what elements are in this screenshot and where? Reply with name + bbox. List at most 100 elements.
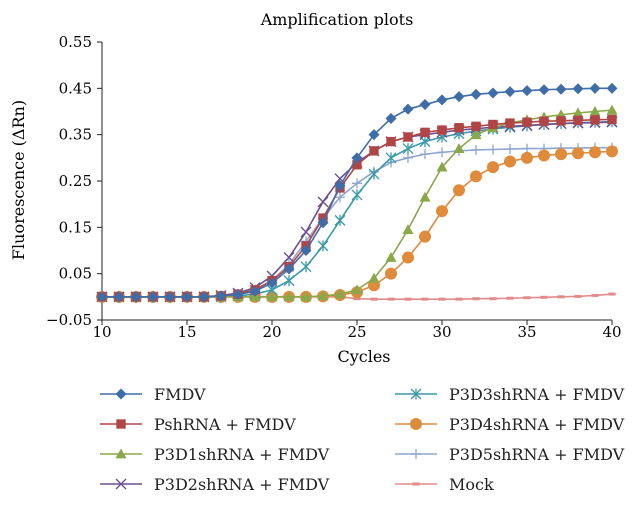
legend-item: P3D5shRNA + FMDV	[393, 442, 624, 466]
data-point	[368, 272, 380, 283]
data-point	[555, 83, 567, 95]
data-point	[487, 161, 499, 174]
data-point	[438, 297, 446, 301]
data-point	[164, 291, 176, 303]
data-point	[419, 191, 431, 202]
legend-item: FMDV	[98, 382, 206, 406]
series-line	[102, 146, 612, 298]
data-point	[283, 291, 295, 302]
series-fmdv	[96, 82, 618, 303]
data-point	[115, 448, 127, 459]
data-point	[607, 114, 617, 125]
data-point	[412, 482, 420, 486]
data-point	[521, 151, 533, 164]
data-point	[283, 263, 295, 275]
data-point	[334, 173, 346, 185]
legend-item: P3D1shRNA + FMDV	[98, 442, 329, 466]
series-p3d2shrna-fmdv	[96, 116, 618, 303]
data-point	[130, 291, 142, 303]
data-point	[437, 147, 447, 158]
chart-title: Amplification plots	[260, 10, 414, 29]
data-point	[489, 297, 497, 301]
data-point	[249, 285, 261, 297]
data-point	[572, 83, 584, 95]
series-line	[102, 118, 613, 298]
data-point	[370, 297, 378, 301]
data-point	[385, 152, 397, 164]
data-point	[232, 289, 244, 301]
data-point	[317, 217, 329, 229]
data-point	[540, 295, 548, 299]
data-point	[421, 297, 429, 301]
series-line	[102, 150, 613, 298]
data-point	[523, 296, 531, 300]
data-point	[556, 116, 566, 126]
data-point	[488, 144, 498, 155]
data-point	[147, 291, 159, 303]
y-tick-label: 0.15	[59, 218, 92, 236]
data-point	[591, 293, 599, 297]
data-point	[317, 240, 329, 252]
data-point	[470, 129, 482, 140]
data-point	[606, 82, 618, 94]
legend-item: P3D3shRNA + FMDV	[393, 382, 624, 406]
data-point	[539, 116, 549, 126]
legend-swatch	[100, 478, 142, 490]
data-point	[317, 290, 329, 301]
data-point	[420, 127, 430, 138]
data-point	[385, 251, 397, 262]
x-tick-label: 30	[432, 323, 451, 341]
data-point	[402, 143, 414, 155]
legend-label: P3D5shRNA + FMDV	[449, 444, 625, 464]
data-point	[351, 152, 363, 164]
data-point	[410, 418, 422, 430]
data-point	[385, 112, 397, 124]
data-point	[608, 292, 616, 296]
x-tick-label: 20	[262, 323, 281, 341]
data-point	[402, 251, 414, 264]
legend-swatch	[395, 418, 437, 430]
data-point	[453, 184, 465, 197]
data-point	[589, 106, 601, 116]
data-point	[266, 277, 278, 289]
data-point	[470, 170, 482, 183]
y-tick-label: 0.45	[59, 79, 92, 97]
data-point	[555, 148, 567, 161]
legend-item: P3D2shRNA + FMDV	[98, 472, 329, 496]
data-point	[283, 251, 295, 263]
data-point	[198, 291, 210, 303]
data-point	[404, 297, 412, 301]
legend-item: PshRNA + FMDV	[98, 412, 296, 436]
data-point	[420, 149, 430, 160]
legend-item: P3D4shRNA + FMDV	[393, 412, 624, 436]
data-point	[300, 245, 312, 256]
data-point	[351, 189, 363, 201]
data-point	[181, 291, 193, 303]
data-point	[606, 145, 618, 158]
data-point	[335, 192, 345, 203]
x-tick-label: 40	[602, 323, 621, 341]
data-point	[453, 91, 465, 103]
data-point	[572, 107, 584, 118]
legend-swatch	[395, 388, 437, 400]
legend-item: Mock	[393, 472, 494, 496]
data-point	[606, 104, 618, 115]
data-point	[387, 297, 395, 301]
data-point	[453, 143, 465, 153]
series-line	[102, 109, 613, 298]
data-point	[352, 160, 362, 170]
data-point	[557, 295, 565, 299]
y-tick-label: 0.05	[59, 265, 92, 283]
data-point	[574, 294, 582, 298]
y-axis-label: Fluorescence (ΔRn)	[9, 100, 28, 260]
data-point	[505, 118, 515, 128]
data-point	[488, 119, 498, 130]
x-tick-label: 25	[347, 323, 366, 341]
data-point	[436, 94, 448, 106]
data-point	[300, 261, 312, 273]
data-point	[317, 196, 329, 208]
data-point	[521, 85, 533, 97]
data-point	[419, 99, 431, 111]
data-point	[572, 147, 584, 160]
y-tick-label: 0.35	[59, 126, 92, 144]
